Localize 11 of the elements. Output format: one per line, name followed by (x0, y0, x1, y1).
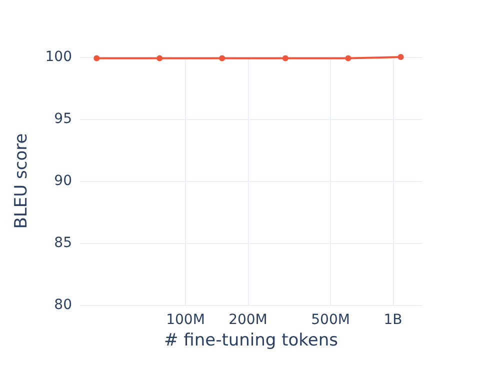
x-tick-label: 1B (384, 312, 402, 328)
y-tick-label: 85 (54, 235, 72, 251)
y-tick-label: 100 (45, 49, 72, 65)
y-tick-label: 95 (54, 111, 72, 127)
y-tick-label: 80 (54, 297, 72, 313)
y-axis-title: BLEU score (12, 133, 32, 229)
x-tick-label: 500M (311, 312, 350, 328)
y-tick-label: 90 (54, 173, 72, 189)
x-tick-label: 100M (166, 312, 205, 328)
x-axis-title: # fine-tuning tokens (164, 330, 338, 350)
x-tick-label: 200M (228, 312, 268, 328)
